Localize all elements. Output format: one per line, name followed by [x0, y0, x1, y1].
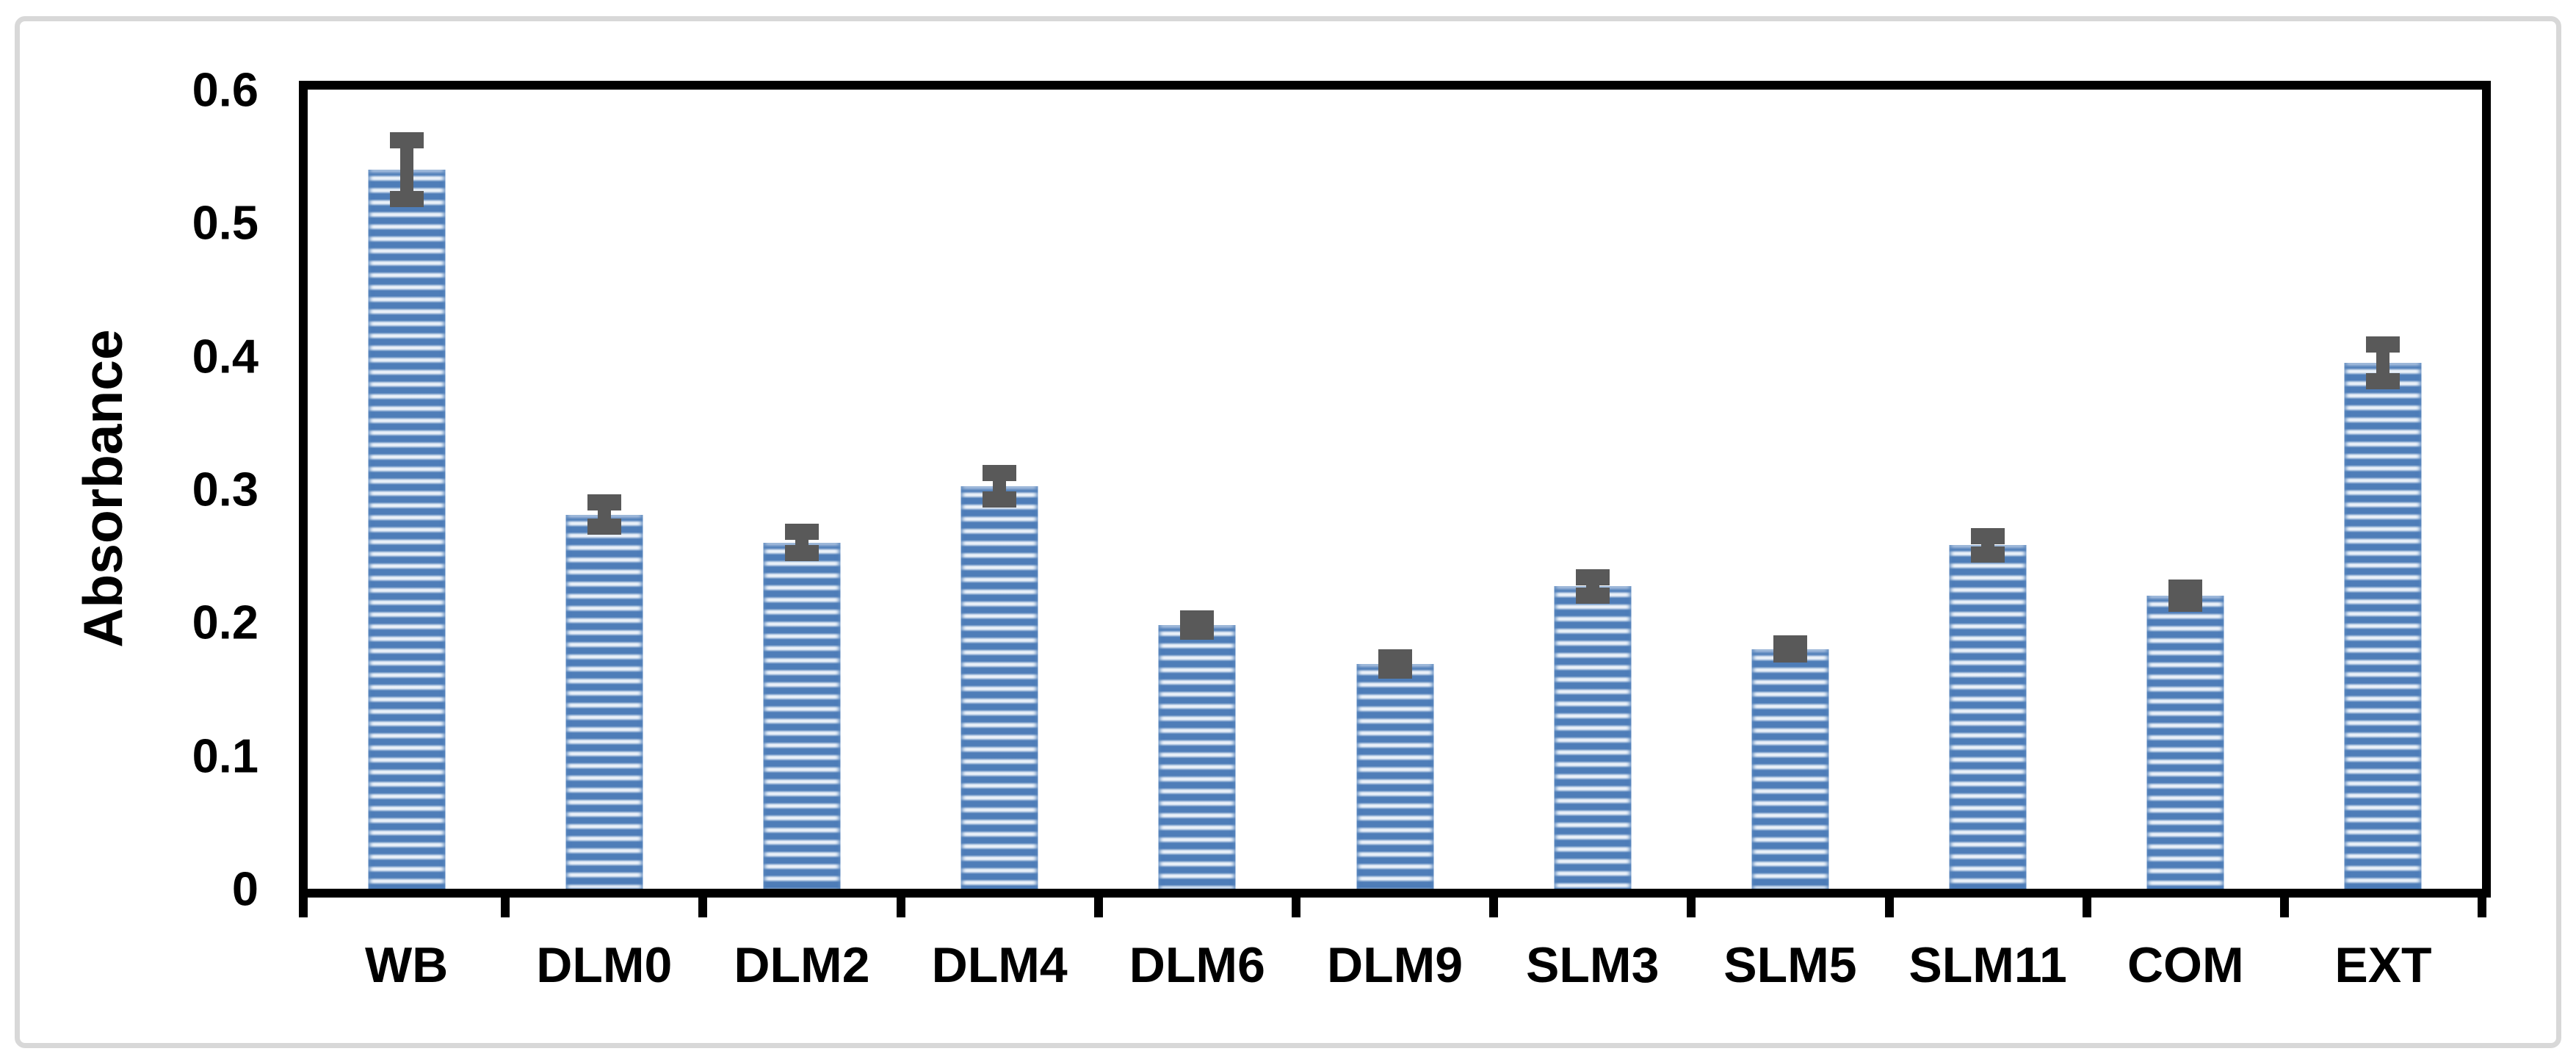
- bar-slm5: [1751, 649, 1829, 889]
- bar-dlm6: [1158, 625, 1236, 889]
- bar-dlm4: [960, 486, 1038, 889]
- error-bar-slm11: [1971, 527, 2005, 563]
- error-bar-slm3: [1575, 568, 1610, 604]
- error-bar-dlm9: [1378, 649, 1412, 679]
- bar-ext: [2344, 362, 2422, 889]
- error-cap-bottom: [2168, 595, 2203, 612]
- y-axis-tick-labels: 0 0.1 0.2 0.3 0.4 0.5 0.6: [0, 0, 258, 1054]
- x-tick-label-ext: EXT: [2334, 937, 2432, 993]
- bar-wb: [368, 169, 446, 889]
- x-tick-label-com: COM: [2127, 937, 2244, 993]
- error-cap-bottom: [389, 190, 424, 207]
- x-tick-label-slm3: SLM3: [1526, 937, 1660, 993]
- bar-dlm0: [565, 514, 643, 889]
- error-bar-com: [2168, 580, 2203, 612]
- category-slot-slm5: SLM5: [1691, 90, 1894, 990]
- error-bar-dlm4: [983, 465, 1017, 508]
- category-slot-ext: EXT: [2284, 90, 2487, 990]
- y-tick-label-0: 0: [231, 862, 258, 916]
- category-slot-dlm4: DLM4: [901, 90, 1103, 990]
- x-tick-label-dlm6: DLM6: [1129, 937, 1265, 993]
- error-cap-bottom: [784, 544, 819, 561]
- error-bar-wb: [389, 132, 424, 207]
- bar-dlm2: [763, 542, 841, 889]
- bar-com: [2146, 596, 2224, 889]
- error-cap-bottom: [587, 518, 621, 535]
- bar-slm3: [1554, 586, 1632, 889]
- error-bar-dlm6: [1180, 610, 1215, 640]
- x-axis-corner-tick: [299, 898, 308, 917]
- category-slot-dlm0: DLM0: [505, 90, 708, 990]
- error-stem: [399, 134, 413, 206]
- error-bar-ext: [2366, 336, 2400, 389]
- error-bar-slm5: [1773, 635, 1807, 663]
- bar-slm11: [1949, 545, 2027, 889]
- error-cap-bottom: [983, 491, 1017, 508]
- x-tick-label-wb: WB: [364, 937, 449, 993]
- x-tick-label-slm11: SLM11: [1909, 937, 2067, 993]
- y-tick-label-0.4: 0.4: [192, 329, 258, 383]
- error-cap-bottom: [2366, 373, 2400, 389]
- category-slot-dlm9: DLM9: [1296, 90, 1499, 990]
- x-tick-label-slm5: SLM5: [1723, 937, 1857, 993]
- category-slot-wb: WB: [308, 90, 510, 990]
- x-tick-label-dlm4: DLM4: [931, 937, 1068, 993]
- error-cap-bottom: [1180, 623, 1215, 640]
- category-slot-slm3: SLM3: [1494, 90, 1696, 990]
- bar-dlm9: [1356, 663, 1434, 889]
- y-tick-label-0.2: 0.2: [192, 595, 258, 649]
- plot-area: WB DLM0 DLM2 DLM4 DLM6 DLM9 SLM3 SLM5 SLM11 COM EX…: [299, 81, 2491, 990]
- error-bar-dlm0: [587, 494, 621, 535]
- error-cap-bottom: [1378, 662, 1412, 679]
- category-slot-slm11: SLM11: [1889, 90, 2091, 990]
- category-slot-com: COM: [2087, 90, 2290, 990]
- error-cap-bottom: [1575, 587, 1610, 604]
- y-tick-label-0.1: 0.1: [192, 729, 258, 783]
- x-tick-label-dlm9: DLM9: [1326, 937, 1464, 993]
- x-tick-label-dlm2: DLM2: [734, 937, 870, 993]
- error-bar-dlm2: [784, 524, 819, 561]
- y-tick-label-0.6: 0.6: [192, 62, 258, 117]
- category-slot-dlm6: DLM6: [1099, 90, 1301, 990]
- error-cap-bottom: [1773, 646, 1807, 663]
- error-cap-bottom: [1971, 546, 2005, 563]
- y-tick-label-0.5: 0.5: [192, 195, 258, 250]
- y-tick-label-0.3: 0.3: [192, 462, 258, 516]
- x-tick-label-dlm0: DLM0: [536, 937, 673, 993]
- category-slot-dlm2: DLM2: [703, 90, 905, 990]
